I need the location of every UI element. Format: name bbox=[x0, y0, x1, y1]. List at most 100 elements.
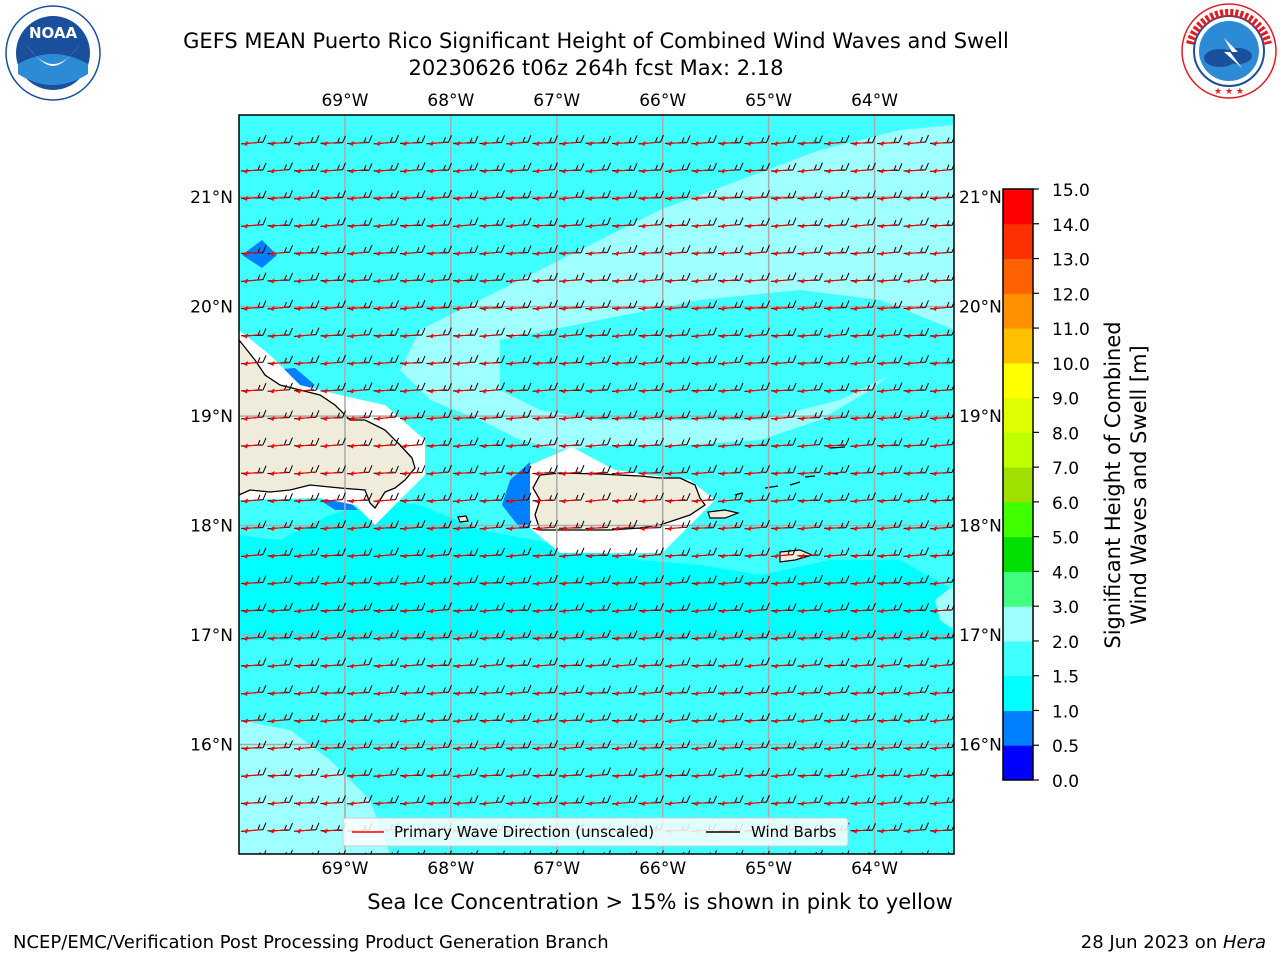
wave-direction-arrow bbox=[931, 196, 951, 201]
wave-direction-arrow bbox=[878, 443, 898, 449]
lon-label-top: 67°W bbox=[533, 91, 580, 111]
wave-direction-arrow bbox=[269, 306, 288, 311]
wave-direction-arrow bbox=[428, 251, 447, 256]
wave-direction-arrow bbox=[587, 718, 606, 724]
wave-direction-arrow bbox=[507, 416, 527, 421]
wave-direction-arrow bbox=[931, 773, 951, 779]
colorbar: 0.0 0.5 1.0 1.5 2.0 3.0 4.0 5.0 6.0 7.0 8.0 9.0 10.0… bbox=[1002, 181, 1090, 792]
wave-direction-arrow bbox=[507, 801, 527, 806]
wave-direction-arrow bbox=[746, 168, 765, 174]
wave-direction-arrow bbox=[693, 553, 712, 559]
wave-direction-arrow bbox=[931, 498, 951, 504]
colorbar-swatch bbox=[1003, 397, 1033, 433]
wave-direction-arrow bbox=[588, 856, 606, 861]
wave-direction-arrow bbox=[772, 388, 792, 394]
wave-direction-arrow bbox=[375, 333, 394, 339]
land-hispaniola bbox=[239, 338, 416, 510]
wave-direction-arrow bbox=[242, 223, 262, 229]
wave-direction-arrow bbox=[746, 801, 765, 806]
wave-direction-arrow bbox=[534, 801, 553, 806]
wave-direction-arrow bbox=[507, 306, 527, 311]
wave-direction-arrow bbox=[322, 746, 341, 751]
wave-direction-arrow bbox=[852, 636, 871, 641]
wave-direction-arrow bbox=[931, 553, 951, 559]
lat-label-left: 17°N bbox=[190, 626, 233, 646]
wave-direction-arrow bbox=[666, 223, 686, 229]
colorbar-frame bbox=[1002, 188, 1034, 781]
wave-direction-arrow bbox=[428, 746, 447, 751]
wave-direction-arrow bbox=[375, 691, 394, 696]
wave-direction-arrow bbox=[905, 223, 924, 229]
wave-direction-arrow bbox=[454, 553, 474, 559]
wave-direction-arrow bbox=[348, 196, 368, 201]
wave-direction-arrow bbox=[295, 691, 315, 696]
wave-direction-arrow bbox=[402, 856, 420, 861]
wave-direction-arrow bbox=[640, 553, 659, 559]
wave-direction-arrow bbox=[560, 443, 580, 449]
footer-credit: NCEP/EMC/Verification Post Processing Pr… bbox=[13, 932, 609, 953]
wave-direction-arrow bbox=[560, 663, 580, 669]
wave-direction-arrow bbox=[348, 498, 368, 504]
wave-direction-arrow bbox=[825, 168, 845, 174]
wave-direction-arrow bbox=[878, 306, 898, 311]
wave-direction-arrow bbox=[640, 388, 659, 394]
map-plot-area bbox=[239, 115, 954, 861]
wave-direction-arrow bbox=[508, 856, 526, 861]
wave-direction-arrow bbox=[666, 746, 686, 751]
wave-direction-arrow bbox=[825, 526, 845, 531]
wave-direction-arrow bbox=[905, 636, 924, 641]
wave-direction-arrow bbox=[587, 663, 606, 669]
wave-direction-arrow bbox=[825, 471, 845, 476]
colorbar-tick-label: 5.0 bbox=[1052, 529, 1079, 549]
wave-direction-arrow bbox=[613, 526, 633, 531]
wave-direction-arrow bbox=[613, 443, 633, 449]
wave-direction-arrow bbox=[375, 663, 394, 669]
wave-direction-arrow bbox=[269, 663, 288, 669]
wave-direction-arrow bbox=[613, 471, 633, 476]
wave-direction-arrow bbox=[560, 636, 580, 641]
wave-direction-arrow bbox=[454, 773, 474, 779]
wave-direction-arrow bbox=[454, 416, 474, 421]
wave-direction-arrow bbox=[852, 168, 871, 174]
wave-direction-arrow bbox=[348, 663, 368, 669]
wave-direction-arrow bbox=[270, 856, 288, 861]
wave-direction-arrow bbox=[746, 388, 765, 394]
wave-direction-arrow bbox=[905, 416, 924, 421]
wave-direction-arrow bbox=[666, 361, 686, 366]
colorbar-tick-label: 1.5 bbox=[1052, 668, 1079, 688]
colorbar-title-line1: Significant Height of Combined bbox=[1101, 321, 1125, 649]
colorbar-tick-label: 1.0 bbox=[1052, 702, 1079, 722]
wave-height-band-2-0d bbox=[935, 585, 954, 630]
wave-direction-arrow bbox=[825, 333, 845, 339]
wave-direction-arrow bbox=[666, 443, 686, 449]
wave-direction-arrow bbox=[719, 443, 739, 449]
wave-direction-arrow bbox=[931, 828, 951, 834]
wave-direction-arrow bbox=[322, 443, 341, 449]
colorbar-title-line2: Wind Waves and Swell [m] bbox=[1127, 345, 1151, 625]
wave-direction-arrow bbox=[507, 608, 527, 614]
colorbar-tick-label: 8.0 bbox=[1052, 424, 1079, 444]
wave-direction-arrow bbox=[640, 251, 659, 256]
wave-direction-arrow bbox=[481, 251, 500, 256]
wave-direction-arrow bbox=[799, 388, 818, 394]
wave-direction-arrow bbox=[878, 498, 898, 504]
wave-direction-arrow bbox=[401, 691, 421, 696]
wave-direction-arrow bbox=[428, 773, 447, 779]
wave-direction-arrow bbox=[746, 526, 765, 531]
wave-direction-arrow bbox=[560, 416, 580, 421]
wave-direction-arrow bbox=[878, 663, 898, 669]
wave-direction-arrow bbox=[825, 691, 845, 696]
wave-direction-arrow bbox=[799, 333, 818, 339]
wave-direction-arrow bbox=[878, 388, 898, 394]
wave-direction-arrow bbox=[534, 553, 553, 559]
wave-direction-arrow bbox=[295, 196, 315, 201]
wave-direction-arrow bbox=[852, 141, 871, 146]
wave-direction-arrow bbox=[242, 636, 262, 641]
wave-direction-arrow bbox=[693, 608, 712, 614]
wave-direction-arrow bbox=[348, 718, 368, 724]
wave-direction-arrow bbox=[852, 471, 871, 476]
wave-direction-arrow bbox=[428, 471, 447, 476]
wave-direction-arrow bbox=[269, 278, 288, 284]
wave-direction-arrow bbox=[640, 663, 659, 669]
